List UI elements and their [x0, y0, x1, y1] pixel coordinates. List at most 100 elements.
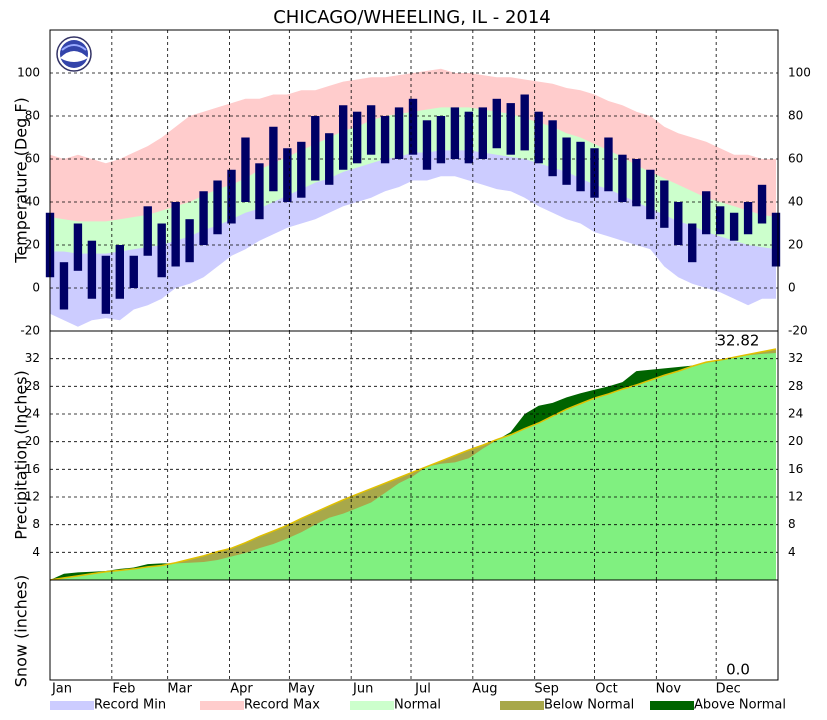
- y-tick-label: 80: [25, 109, 40, 123]
- observed-bar: [576, 141, 585, 192]
- observed-bar: [478, 107, 487, 159]
- y-tick-label: 20: [25, 434, 40, 448]
- observed-bar: [408, 98, 418, 155]
- observed-bar: [702, 191, 711, 235]
- x-tick-label: Aug: [472, 682, 497, 697]
- record-min-area: [50, 176, 777, 331]
- y-tick-label: 28: [788, 379, 803, 393]
- y-tick-label: -20: [788, 324, 808, 338]
- y-tick-label: -20: [20, 324, 40, 338]
- y-tick-label: 100: [17, 66, 40, 80]
- y-tick-label: 0: [32, 281, 40, 295]
- y-tick-label: 20: [788, 434, 803, 448]
- observed-bar: [255, 163, 264, 220]
- observed-bar: [729, 212, 739, 241]
- observed-bar: [73, 223, 83, 271]
- observed-bar: [562, 137, 571, 185]
- y-tick-label: 32: [25, 351, 40, 365]
- y-tick-label: 32: [788, 351, 803, 365]
- y-tick-label: 12: [25, 490, 40, 504]
- observed-bar: [520, 94, 529, 151]
- observed-bar: [129, 255, 138, 288]
- x-tick-label: Jun: [352, 682, 373, 697]
- observed-bar: [394, 107, 404, 159]
- noaa-logo: [56, 36, 92, 72]
- observed-bar: [199, 191, 208, 245]
- x-tick-label: Sep: [534, 682, 559, 697]
- observed-bar: [59, 262, 69, 310]
- observed-bar: [743, 202, 753, 235]
- x-tick-label: Feb: [112, 682, 135, 697]
- observed-bar: [171, 202, 180, 267]
- observed-bar: [269, 126, 278, 192]
- legend-swatch: [350, 701, 394, 710]
- legend-swatch: [200, 701, 244, 710]
- y-tick-label: 24: [788, 407, 803, 421]
- legend-swatch: [500, 701, 544, 710]
- observed-bar: [660, 180, 669, 228]
- plot-layer: -20 -20 0 0 20 20 40 40 60 60 80 80 100 100 4 4 8 8 12 12 16…: [17, 29, 811, 713]
- y-tick-label: 8: [788, 517, 796, 531]
- observed-bar: [646, 169, 655, 220]
- observed-bar: [325, 133, 334, 185]
- observed-bar: [771, 212, 781, 267]
- y-axis-title: Temperature (Deg F): [12, 97, 31, 264]
- y-tick-label: 28: [25, 379, 40, 393]
- observed-bar: [506, 103, 515, 155]
- y-tick-label: 20: [788, 238, 803, 252]
- y-tick-label: 80: [788, 109, 803, 123]
- observed-bar: [213, 180, 222, 235]
- legend-label: Normal: [394, 698, 441, 713]
- observed-bar: [548, 120, 557, 177]
- observed-bar: [590, 148, 599, 198]
- y-tick-label: 40: [788, 195, 803, 209]
- normal-line: [49, 348, 777, 581]
- legend-label: Record Min: [94, 698, 166, 713]
- observed-bar: [241, 137, 250, 202]
- observed-bar: [157, 223, 166, 278]
- legend-swatch: [650, 701, 694, 710]
- observed-bar: [534, 111, 543, 164]
- x-tick-label: Apr: [230, 682, 253, 697]
- y-tick-label: 16: [788, 462, 803, 476]
- y-tick-label: 60: [25, 152, 40, 166]
- observed-bar: [352, 111, 362, 164]
- observed-bar: [715, 206, 725, 235]
- x-tick-label: Oct: [595, 682, 617, 697]
- observed-bar: [87, 240, 97, 299]
- x-tick-label: May: [288, 682, 315, 697]
- observed-bar: [688, 223, 697, 263]
- total-label: 0.0: [726, 661, 750, 679]
- y-tick-label: 16: [25, 462, 40, 476]
- legend-swatch: [50, 701, 94, 710]
- observed-bar: [339, 105, 348, 170]
- observed-bar: [464, 111, 474, 164]
- y-tick-label: 24: [25, 407, 40, 421]
- y-tick-label: 8: [32, 517, 40, 531]
- observed-bar: [101, 255, 111, 314]
- observed-bar: [297, 141, 306, 198]
- observed-bar: [632, 159, 641, 207]
- observed-bar: [674, 202, 683, 245]
- chart-title: CHICAGO/WHEELING, IL - 2014: [273, 7, 551, 28]
- x-tick-label: Jan: [51, 682, 72, 697]
- y-tick-label: 12: [788, 490, 803, 504]
- observed-bar: [283, 148, 292, 202]
- legend-label: Record Max: [244, 698, 320, 713]
- observed-bar: [185, 219, 194, 263]
- x-tick-label: Dec: [716, 682, 741, 697]
- observed-bar: [227, 169, 236, 224]
- observed-bar: [604, 137, 613, 192]
- y-tick-label: 40: [25, 195, 40, 209]
- panel-frame: [49, 579, 779, 681]
- y-tick-label: 20: [25, 238, 40, 252]
- observed-bar: [757, 184, 767, 224]
- y-tick-label: 0: [788, 281, 796, 295]
- x-tick-label: Nov: [656, 682, 682, 697]
- x-tick-label: Mar: [167, 682, 192, 697]
- y-tick-label: 4: [32, 545, 40, 559]
- y-axis-title: Precipitation (Inches): [12, 370, 31, 540]
- observed-bar: [143, 206, 152, 256]
